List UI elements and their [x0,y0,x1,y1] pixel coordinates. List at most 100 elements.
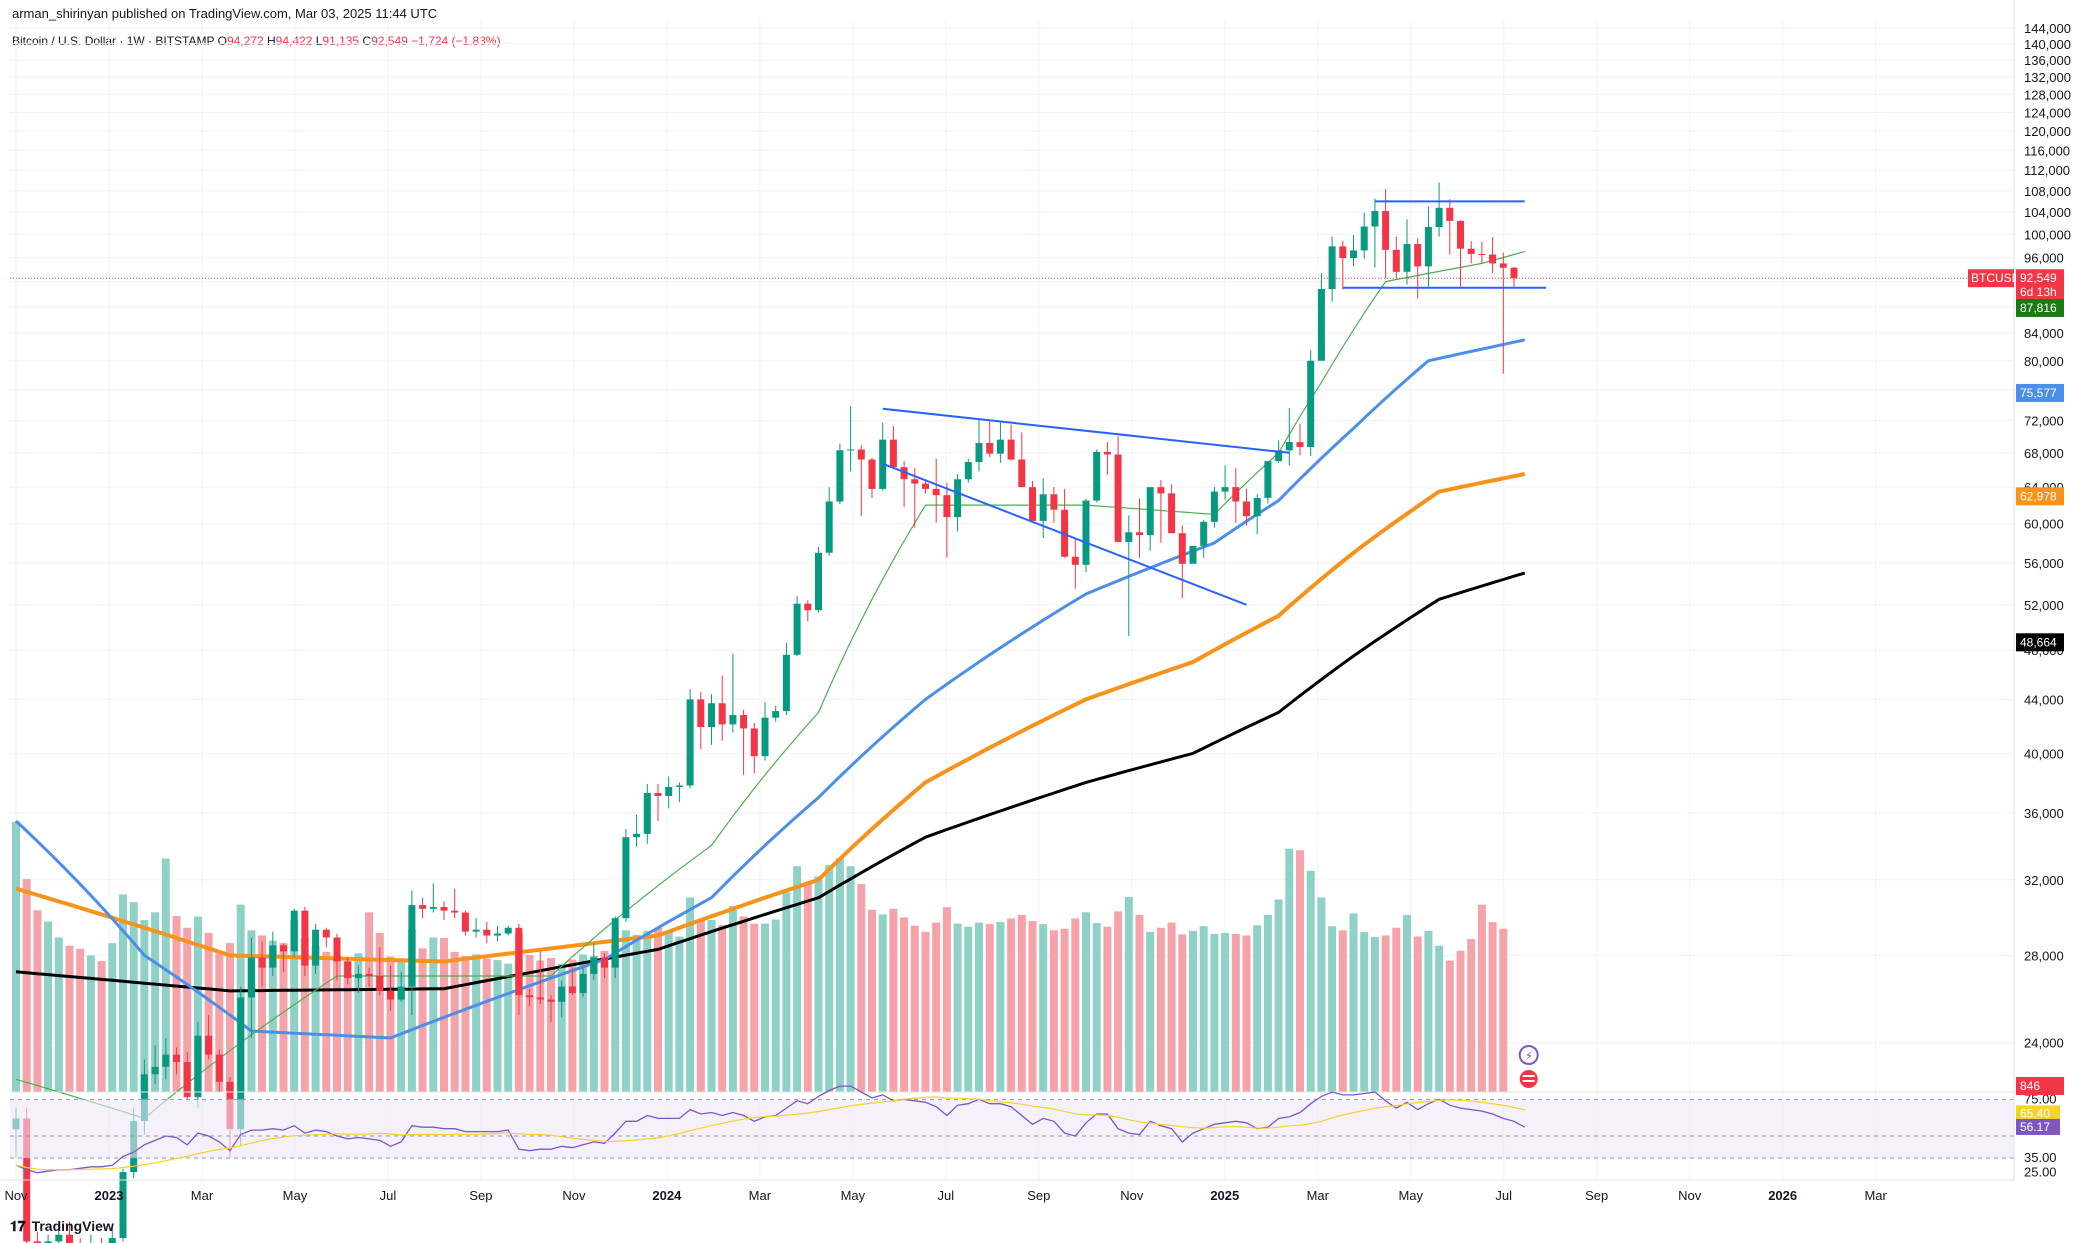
volume-bar [1039,924,1048,1092]
volume-bar [600,950,609,1092]
volume-bar [1328,926,1337,1092]
candle [1050,487,1058,523]
time-tick-label: Jul [938,1188,955,1203]
candle-body [258,957,266,968]
price-tick-label: 44,000 [2024,692,2064,707]
candle [387,965,394,1011]
volume-bar [1007,918,1016,1092]
volume-bar [151,912,160,1092]
price-axis: 24,00028,00032,00036,00040,00044,00048,0… [2013,0,2071,1180]
volume-bar [1467,939,1476,1092]
price-tick-label: 100,000 [2024,227,2071,242]
time-axis: Nov 2023 Mar May Jul Sep Nov 2024 Mar May Jul Sep No… [0,1179,2014,1203]
candle-body [740,715,748,729]
candle-body [1499,263,1507,268]
price-tick-label: 32,000 [2024,873,2064,888]
candle-body [1424,227,1432,267]
volume-bar [1189,930,1197,1092]
volume-bar [932,922,941,1092]
candle [258,941,266,987]
candle-body [558,986,566,1002]
candle [782,643,790,716]
candle-body [322,929,330,938]
symbol-name[interactable]: Bitcoin / U.S. Dollar · 1W · BITSTAMP [12,34,215,48]
candle [354,965,362,994]
volume-bar [589,955,598,1092]
candle [1499,252,1507,374]
volume-bar [1488,922,1497,1092]
candle-body [1275,450,1283,462]
tradingview-brand[interactable]: 𝟏𝟕 TradingView [10,1218,114,1235]
candle-body [793,603,801,655]
candle [290,908,298,958]
volume-bar [119,894,127,1092]
candle-body [718,703,726,725]
volume-bar [675,936,684,1092]
countdown-label: 6d 13h [2020,285,2057,299]
volume-bar [140,920,149,1092]
volume-bar [65,945,74,1092]
volume-bar [44,921,53,1092]
rsi-level-label: 25.00 [2024,1165,2057,1180]
time-tick-label: 2024 [652,1188,682,1203]
volume-bar [621,930,630,1092]
volume-bar [215,953,224,1092]
candle [1350,234,1357,267]
candle-body [1189,545,1197,564]
candle-body [1178,533,1186,564]
volume-bar [333,955,341,1092]
candle [1489,237,1497,274]
candle-body [932,488,940,496]
volume-bar [1403,914,1411,1092]
candle [365,967,373,987]
time-tick-label: Mar [749,1188,772,1203]
candle [344,957,352,985]
rsi-value-badge [2016,1118,2060,1135]
candle [579,967,587,998]
volume-bar [1306,870,1315,1092]
candle-body [943,495,951,518]
volume-bar [632,934,641,1092]
low-label: L [315,34,323,48]
candle-body [1103,451,1111,455]
volume-bar [1285,848,1294,1092]
price-badge-value: 48,664 [2020,635,2057,649]
candle [194,1021,202,1108]
candle [1210,487,1218,528]
candle-body [215,1054,223,1082]
candle-body [868,459,876,489]
candle [611,916,619,979]
candle-body [579,973,587,994]
volume-bar [12,822,20,1092]
time-tick-label: Nov [1120,1188,1144,1203]
volume-bar [643,930,652,1092]
candle-body [954,479,962,518]
candle-body [836,450,844,502]
time-tick-label: May [283,1188,308,1203]
volume-bar [985,924,994,1092]
candle-body [183,1061,191,1098]
volume-bar [803,883,812,1092]
candle-body [708,703,715,728]
tradingview-logo-icon: 𝟏𝟕 [10,1218,26,1234]
time-tick-label: Nov [1678,1188,1702,1203]
volume-bar [1124,896,1133,1092]
candle-body [622,837,630,919]
volume-bar [814,876,823,1092]
candle-body [1136,532,1143,536]
time-tick-label: Jul [1495,1188,1512,1203]
volume-bar [1210,933,1219,1092]
volume-bar [226,943,234,1092]
price-tick-label: 80,000 [2024,354,2064,369]
price-tick-label: 40,000 [2024,746,2064,761]
candle [1467,241,1475,264]
candle [708,694,715,745]
candle [66,1221,73,1243]
brand-label: TradingView [31,1218,114,1234]
candle-body [1050,494,1058,510]
candle-body [1125,532,1133,542]
price-tick-label: 52,000 [2024,598,2064,613]
candle-body [269,945,277,968]
